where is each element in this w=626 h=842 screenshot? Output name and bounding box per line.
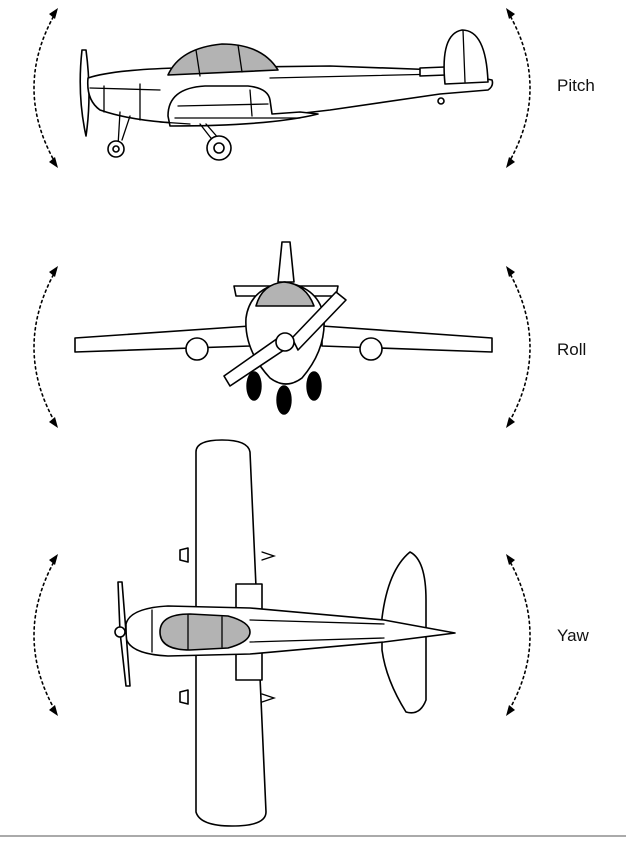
yaw-label: Yaw (557, 626, 590, 645)
roll-arrow-left (33, 266, 58, 428)
yaw-arrow-left (33, 554, 58, 716)
roll-label: Roll (557, 340, 586, 359)
airplane-front-view (74, 241, 493, 415)
roll-section: Roll (33, 241, 586, 428)
pitch-arrow-right (506, 8, 531, 168)
roll-arrow-right (506, 266, 531, 428)
airplane-side-view (79, 29, 494, 161)
yaw-section: Yaw (33, 439, 590, 827)
yaw-arrow-right (506, 554, 531, 716)
airplane-top-view (114, 439, 456, 827)
pitch-arrow-left (33, 8, 58, 168)
pitch-label: Pitch (557, 76, 595, 95)
pitch-section: Pitch (33, 8, 595, 168)
